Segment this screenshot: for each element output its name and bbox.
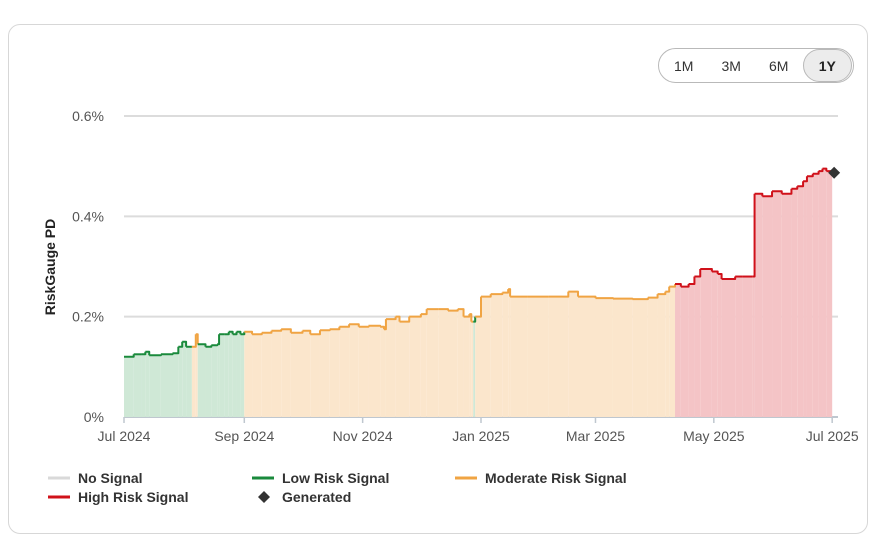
time-range-selector: 1M 3M 6M 1Y: [658, 48, 854, 83]
range-3m-button[interactable]: 3M: [708, 49, 756, 82]
range-1y-button[interactable]: 1Y: [802, 49, 852, 82]
chart-card: [8, 24, 868, 534]
range-6m-button[interactable]: 6M: [755, 49, 803, 82]
range-1m-button[interactable]: 1M: [660, 49, 708, 82]
